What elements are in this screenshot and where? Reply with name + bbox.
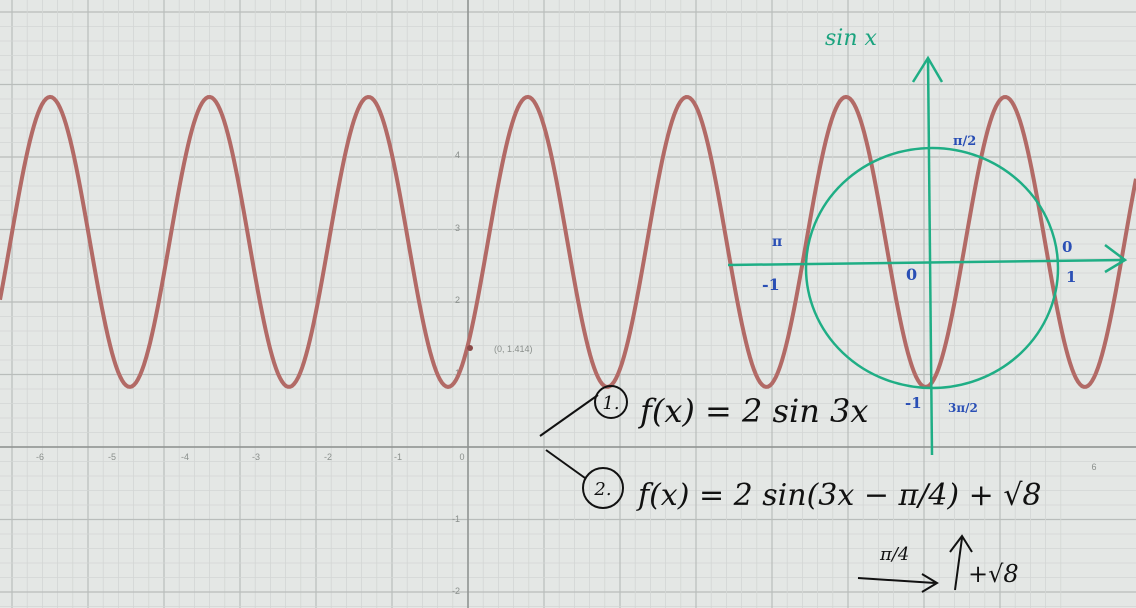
shift-arrow bbox=[949, 534, 973, 591]
pointer-line bbox=[539, 394, 599, 437]
x-tick-label: -6 bbox=[36, 452, 44, 462]
x-tick-label: -2 bbox=[324, 452, 332, 462]
value-label: -1 bbox=[905, 394, 922, 412]
x-tick-label: -5 bbox=[108, 452, 116, 462]
angle-label: π/2 bbox=[953, 134, 976, 149]
angle-label: 0 bbox=[1062, 238, 1072, 256]
formula: f(x) = 2 sin 3x bbox=[638, 392, 868, 430]
shift-label: π/4 bbox=[879, 544, 909, 565]
angle-label: π bbox=[772, 234, 782, 250]
arrow-head bbox=[1104, 244, 1128, 274]
x-tick-label: -3 bbox=[252, 452, 260, 462]
value-label: 1 bbox=[1066, 268, 1076, 286]
intercept-point bbox=[467, 345, 473, 351]
cos-axis bbox=[727, 258, 1126, 267]
x-tick-label: -4 bbox=[181, 452, 189, 462]
x-tick-label: 0 bbox=[459, 452, 464, 462]
circle-sketch bbox=[727, 55, 1128, 456]
number-circle bbox=[582, 467, 624, 509]
y-tick-label: 3 bbox=[455, 223, 460, 233]
formula: f(x) = 2 sin(3x − π/4) + √8 bbox=[636, 478, 1042, 513]
y-tick-label: 2 bbox=[455, 295, 460, 305]
sin-axis bbox=[926, 57, 934, 456]
y-tick-label: 4 bbox=[455, 150, 460, 160]
sine-curve bbox=[0, 94, 1136, 389]
axis-label: sin x bbox=[825, 26, 877, 51]
pointer-line bbox=[545, 449, 586, 479]
y-tick-label: -2 bbox=[452, 586, 460, 596]
shift-arrow bbox=[857, 573, 939, 593]
y-tick-label: -1 bbox=[452, 514, 460, 524]
x-tick-label: 6 bbox=[1091, 462, 1096, 472]
origin-label: 0 bbox=[906, 265, 917, 284]
value-label: -1 bbox=[762, 275, 780, 294]
arrow-head bbox=[911, 55, 944, 83]
shift-label: +√8 bbox=[968, 560, 1019, 588]
x-tick-label: -1 bbox=[394, 452, 402, 462]
formula-marker: 1. bbox=[602, 393, 619, 414]
angle-label: 3π/2 bbox=[948, 401, 978, 415]
formula-marker: 2. bbox=[593, 479, 611, 500]
point-label: (0, 1.414) bbox=[494, 344, 533, 354]
number-circle bbox=[594, 385, 628, 419]
